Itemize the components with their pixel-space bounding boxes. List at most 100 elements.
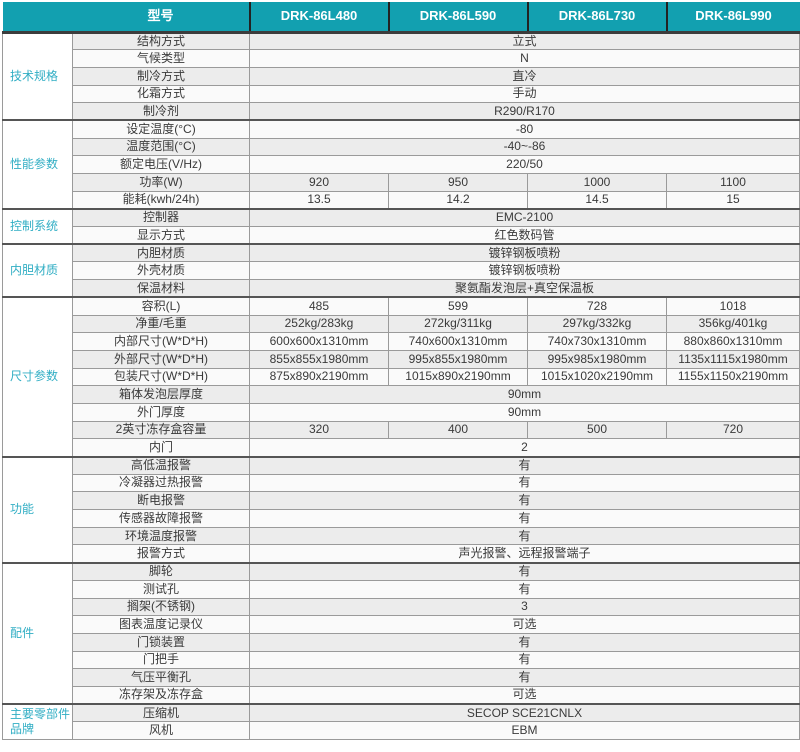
table-row: 控制系统 控制器 EMC-2100 <box>2 207 800 245</box>
table-row: 额定电压(V/Hz) 220/50 <box>3 155 800 174</box>
spec-name-cell: 图表温度记录仪 <box>72 615 250 634</box>
table-row: 保温材料 聚氨酯发泡层+真空保温板 <box>3 279 800 298</box>
spec-name-cell: 报警方式 <box>72 544 250 564</box>
spec-name-cell: 冷凝器过热报警 <box>72 473 250 493</box>
table-row: 能耗(kwh/24h) 13.5 14.2 14.5 15 <box>3 190 800 210</box>
table-row: 配件 脚轮有 <box>2 561 800 705</box>
spec-name-cell: 净重/毛重 <box>72 314 250 334</box>
spec-name-cell: 额定电压(V/Hz) <box>72 155 250 174</box>
spec-name-cell: 压缩机 <box>72 703 250 723</box>
section-label: 性能参数 <box>2 119 73 210</box>
spec-value-cell: 有 <box>249 509 800 528</box>
table-row: 制冷方式 直冷 <box>3 66 800 86</box>
spec-name-cell: 内胆材质 <box>72 243 250 263</box>
spec-value-cell: 14.2 <box>388 190 528 210</box>
table-row: 传感器故障报警有 <box>3 509 800 528</box>
spec-name-cell: 脚轮 <box>72 561 250 581</box>
model-column-header: 型号 <box>72 2 250 34</box>
table-row: 内部尺寸(W*D*H) 600x600x1310mm 740x600x1310mm 7… <box>3 332 800 351</box>
spec-value-cell: 1018 <box>666 296 800 316</box>
spec-value-cell: 320 <box>249 420 389 440</box>
header-corner <box>2 2 73 34</box>
model-header: DRK-86L990 <box>665 2 800 34</box>
table-row: 外壳材质 镀锌钢板喷粉 <box>3 261 800 281</box>
spec-value-cell: N <box>249 49 800 68</box>
spec-value-cell: 875x890x2190mm <box>249 367 389 387</box>
section-label: 主要零部件品牌 <box>2 703 73 741</box>
spec-value-cell: 400 <box>388 420 528 440</box>
spec-value-cell: 1155x1150x2190mm <box>666 367 800 387</box>
table-row: 报警方式 声光报警、远程报警端子 <box>3 544 800 564</box>
spec-name-cell: 门锁装置 <box>72 632 250 652</box>
spec-value-cell: 14.5 <box>527 190 667 210</box>
spec-name-cell: 制冷方式 <box>72 66 250 86</box>
spec-name-cell: 功率(W) <box>72 173 250 192</box>
spec-name-cell: 保温材料 <box>72 279 250 298</box>
table-row: 内门 2 <box>3 438 800 457</box>
spec-value-cell: 可选 <box>249 685 800 705</box>
table-row: 包装尺寸(W*D*H) 875x890x2190mm 1015x890x2190mm… <box>3 367 800 387</box>
spec-value-cell: 15 <box>666 190 800 210</box>
spec-value-cell: 880x860x1310mm <box>666 332 800 351</box>
spec-value-cell: 2 <box>249 438 800 457</box>
model-header: DRK-86L590 <box>387 2 528 34</box>
spec-name-cell: 结构方式 <box>72 31 250 51</box>
spec-name-cell: 高低温报警 <box>72 455 250 475</box>
spec-value-cell: 855x855x1980mm <box>249 349 389 369</box>
spec-name-cell: 内门 <box>72 438 250 457</box>
section-label: 配件 <box>2 561 73 705</box>
section-label: 功能 <box>2 455 73 564</box>
spec-name-cell: 门把手 <box>72 650 250 670</box>
table-row: 箱体发泡层厚度 90mm <box>3 385 800 404</box>
spec-value-cell: 直冷 <box>249 66 800 86</box>
table-row: 功率(W) 920 950 1000 1100 <box>3 173 800 192</box>
spec-value-cell: 有 <box>249 579 800 599</box>
table-row: 净重/毛重 252kg/283kg 272kg/311kg 297kg/332kg 35… <box>3 314 800 334</box>
spec-value-cell: 有 <box>249 632 800 652</box>
spec-name-cell: 能耗(kwh/24h) <box>72 190 250 210</box>
spec-value-cell: 297kg/332kg <box>527 314 667 334</box>
spec-name-cell: 温度范围(°C) <box>72 137 250 157</box>
table-row: 图表温度记录仪 可选 <box>3 615 800 634</box>
spec-value-cell: 356kg/401kg <box>666 314 800 334</box>
spec-value-cell: 红色数码管 <box>249 226 800 245</box>
spec-name-cell: 化霜方式 <box>72 84 250 104</box>
spec-name-cell: 环境温度报警 <box>72 526 250 546</box>
spec-name-cell: 箱体发泡层厚度 <box>72 385 250 404</box>
spec-name-cell: 断电报警 <box>72 491 250 511</box>
spec-value-cell: 1135x1115x1980mm <box>666 349 800 369</box>
spec-value-cell: SECOP SCE21CNLX <box>249 703 800 723</box>
table-row: 技术规格 结构方式 立式 <box>2 30 800 121</box>
spec-value-cell: 有 <box>249 561 800 581</box>
table-row: 功能 高低温报警有 <box>2 455 800 564</box>
spec-value-cell: 599 <box>388 296 528 316</box>
spec-name-cell: 外部尺寸(W*D*H) <box>72 349 250 369</box>
table-row: 断电报警有 <box>3 491 800 511</box>
section-label: 尺寸参数 <box>2 296 73 458</box>
table-row: 环境温度报警有 <box>3 526 800 546</box>
table-row: 温度范围(°C) -40~-86 <box>3 137 800 157</box>
table-row: 测试孔有 <box>3 579 800 599</box>
spec-value-cell: 220/50 <box>249 155 800 174</box>
spec-value-cell: -40~-86 <box>249 137 800 157</box>
model-header: DRK-86L480 <box>248 2 389 34</box>
table-row: 显示方式 红色数码管 <box>3 226 800 245</box>
spec-name-cell: 冻存架及冻存盒 <box>72 685 250 705</box>
spec-value-cell: 有 <box>249 650 800 670</box>
spec-name-cell: 内部尺寸(W*D*H) <box>72 332 250 351</box>
spec-value-cell: 镀锌钢板喷粉 <box>249 261 800 281</box>
spec-name-cell: 气压平衡孔 <box>72 668 250 687</box>
spec-name-cell: 测试孔 <box>72 579 250 599</box>
table-row: 冻存架及冻存盒 可选 <box>3 685 800 705</box>
table-header: 型号 DRK-86L480 DRK-86L590 DRK-86L730 DRK-… <box>2 2 800 34</box>
table-row: 外部尺寸(W*D*H) 855x855x1980mm 995x855x1980mm 9… <box>3 349 800 369</box>
table-row: 门把手有 <box>3 650 800 670</box>
table-body: 技术规格 结构方式 立式 气候类型 N 制冷方式 直冷 化霜方式 手动 制冷剂 R290/R170 性… <box>2 30 800 741</box>
spec-name-cell: 风机 <box>72 721 250 740</box>
spec-value-cell: 可选 <box>249 615 800 634</box>
spec-name-cell: 控制器 <box>72 207 250 228</box>
spec-value-cell: 立式 <box>249 31 800 51</box>
spec-value-cell: -80 <box>249 119 800 139</box>
spec-name-cell: 容积(L) <box>72 296 250 316</box>
